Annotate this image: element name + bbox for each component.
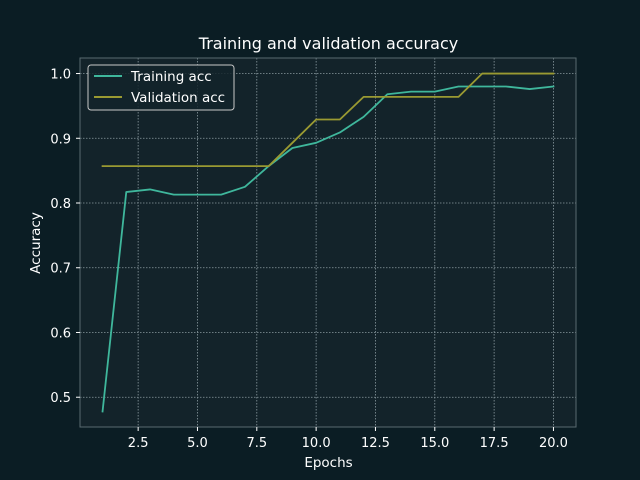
x-tick-label: 10.0 bbox=[302, 436, 331, 451]
y-tick-label: 0.6 bbox=[50, 326, 71, 341]
x-tick-label: 2.5 bbox=[128, 436, 149, 451]
x-tick-label: 17.5 bbox=[480, 436, 509, 451]
x-tick-label: 15.0 bbox=[420, 436, 449, 451]
y-tick-label: 0.5 bbox=[50, 391, 71, 406]
y-tick-label: 0.7 bbox=[50, 262, 71, 277]
legend-label-validation-acc: Validation acc bbox=[131, 90, 225, 106]
plot-frame bbox=[79, 57, 577, 428]
series-line-validation-acc bbox=[101, 72, 555, 168]
legend-label-training-acc: Training acc bbox=[130, 69, 212, 85]
series-line-training-acc bbox=[101, 85, 555, 413]
chart-title: Training and validation accuracy bbox=[198, 34, 458, 53]
legend-box bbox=[87, 64, 235, 111]
x-axis-ticks: 2.5 5.0 7.5 10.0 12.5 15.0 17.5 20.0 bbox=[128, 427, 568, 451]
x-tick-label: 20.0 bbox=[539, 436, 568, 451]
x-tick-label: 5.0 bbox=[187, 436, 208, 451]
y-axis-ticks: 0.5 0.6 0.7 0.8 0.9 1.0 bbox=[50, 68, 80, 406]
y-axis-label: Accuracy bbox=[28, 212, 44, 274]
y-tick-label: 0.8 bbox=[50, 197, 71, 212]
x-axis-label: Epochs bbox=[304, 455, 352, 471]
y-tick-label: 0.9 bbox=[50, 132, 71, 147]
plot-area bbox=[80, 58, 576, 427]
series-lines bbox=[101, 72, 555, 413]
legend: Training acc Validation acc bbox=[87, 64, 235, 111]
x-tick-label: 7.5 bbox=[246, 436, 267, 451]
y-tick-label: 1.0 bbox=[50, 68, 71, 83]
x-tick-label: 12.5 bbox=[361, 436, 390, 451]
